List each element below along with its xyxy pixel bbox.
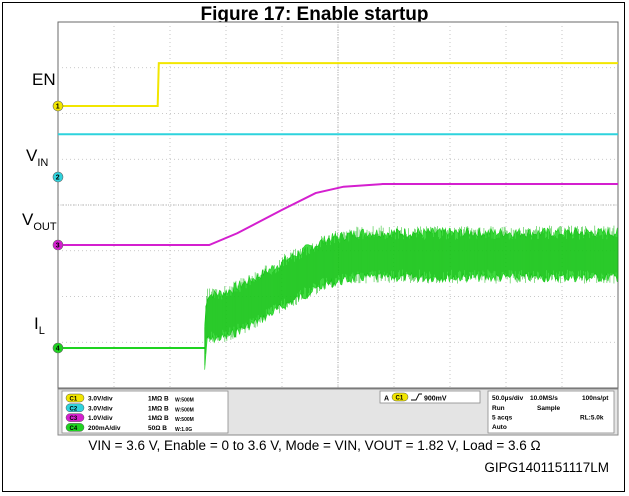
il-label: IL <box>34 314 45 337</box>
channel-badge-text: C3 <box>70 416 78 422</box>
ch1-marker-label: 1 <box>56 104 60 111</box>
document-code: GIPG1401151117LM <box>484 460 609 475</box>
ch1-ground-marker <box>52 100 64 112</box>
channel-scale-list: C1 3.0V/div 1MΩ B W:500M C2 3.0V/div 1MΩ B W:50… <box>65 393 194 433</box>
channel-badge <box>65 393 85 403</box>
channel-badge <box>65 423 85 432</box>
trigger-prefix: A <box>384 396 389 403</box>
trigger-level: 900mV <box>424 396 447 403</box>
figure-caption: VIN = 3.6 V, Enable = 0 to 3.6 V, Mode =… <box>88 438 541 453</box>
channel-scale: 200mA/div <box>88 425 121 432</box>
run-state: Run <box>492 405 505 412</box>
channel-impedance: 1MΩ B <box>148 405 169 412</box>
trigger-badge-text: C1 <box>396 396 404 402</box>
acq-count: 5 acqs <box>492 415 513 422</box>
channel-impedance: 1MΩ B <box>148 415 169 422</box>
trigger-edge-icon <box>411 393 422 401</box>
channel-scale: 1.0V/div <box>88 415 113 422</box>
readout-panel: C1 3.0V/div 1MΩ B W:500M C2 3.0V/div 1MΩ B W:50… <box>57 388 619 436</box>
en-label: EN <box>32 70 56 89</box>
time-per-point: 100ns/pt <box>582 395 609 402</box>
ch2-marker-label: 2 <box>56 175 60 182</box>
trigger-mode: Auto <box>492 424 507 431</box>
channel-bandwidth: W:500M <box>175 417 194 423</box>
vout-label: VOUT <box>22 210 57 233</box>
il-label-sub: L <box>39 325 45 337</box>
ch3-marker-label: 3 <box>56 243 60 250</box>
vout-label-sub: OUT <box>33 221 57 233</box>
channel-scale: 3.0V/div <box>88 405 113 412</box>
channel-badge-text: C1 <box>70 397 78 403</box>
ch4-marker-label: 4 <box>56 346 60 353</box>
trigger-channel-badge <box>391 392 409 402</box>
channel-badge <box>65 403 85 413</box>
timebase-scale: 50.0µs/div <box>492 395 524 402</box>
figure-title: Figure 17: Enable startup <box>200 4 429 25</box>
channel-markers: 1 2 3 4 <box>52 100 64 354</box>
ch3-ground-marker <box>52 239 64 251</box>
channel-bandwidth: W:1.0G <box>175 427 192 433</box>
channel-badge <box>65 413 85 422</box>
ch4-ground-marker <box>52 342 64 354</box>
channel-scale: 3.0V/div <box>88 396 113 403</box>
vout-trace <box>58 183 618 246</box>
channel-scale-box <box>61 390 229 434</box>
channel-bandwidth: W:500M <box>175 398 194 404</box>
graticule <box>58 22 618 388</box>
record-length: RL:5.0k <box>580 415 604 422</box>
vout-label-main: V <box>22 210 34 229</box>
vin-label-sub: IN <box>37 157 48 169</box>
channel-badge-text: C4 <box>70 426 78 432</box>
traces <box>58 62 619 370</box>
timebase-box <box>487 390 615 434</box>
il-label-main: I <box>34 314 39 333</box>
acq-mode: Sample <box>537 405 561 412</box>
vin-label-main: V <box>26 146 38 165</box>
vin-label: VIN <box>26 146 48 169</box>
channel-bandwidth: W:500M <box>175 407 194 413</box>
ch2-ground-marker <box>52 171 64 183</box>
channel-badge-text: C2 <box>70 406 78 412</box>
sample-rate: 10.0MS/s <box>530 395 558 402</box>
en-trace <box>58 62 618 107</box>
channel-impedance: 50Ω B <box>148 425 167 432</box>
channel-impedance: 1MΩ B <box>148 396 169 403</box>
